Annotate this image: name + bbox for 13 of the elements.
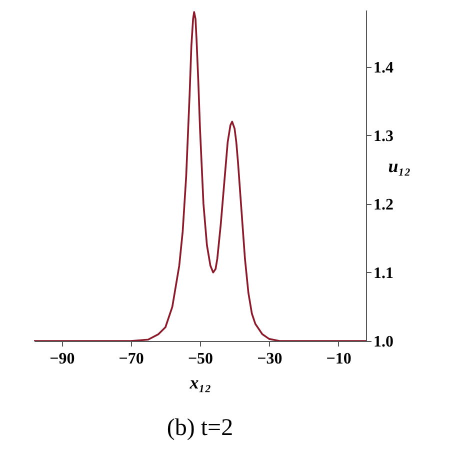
x-tick-label: −90 <box>50 350 75 368</box>
y-tick-label: 1.2 <box>374 196 394 214</box>
y-axis-title: u₁₂ <box>388 156 411 176</box>
y-tick-label: 1.3 <box>374 128 394 145</box>
y-tick-label: 1.0 <box>374 334 394 350</box>
x-tick-label: −30 <box>257 350 282 368</box>
x-axis-title: x₁₂ <box>188 372 212 392</box>
x-tick-label: −70 <box>118 350 144 368</box>
text: (b) t=2 <box>166 415 234 441</box>
y-tick-label: 1.1 <box>374 264 394 282</box>
x-tick-label: −10 <box>326 350 352 368</box>
x-tick-label: −50 <box>188 350 214 368</box>
y-tick-label: 1.4 <box>374 59 394 76</box>
